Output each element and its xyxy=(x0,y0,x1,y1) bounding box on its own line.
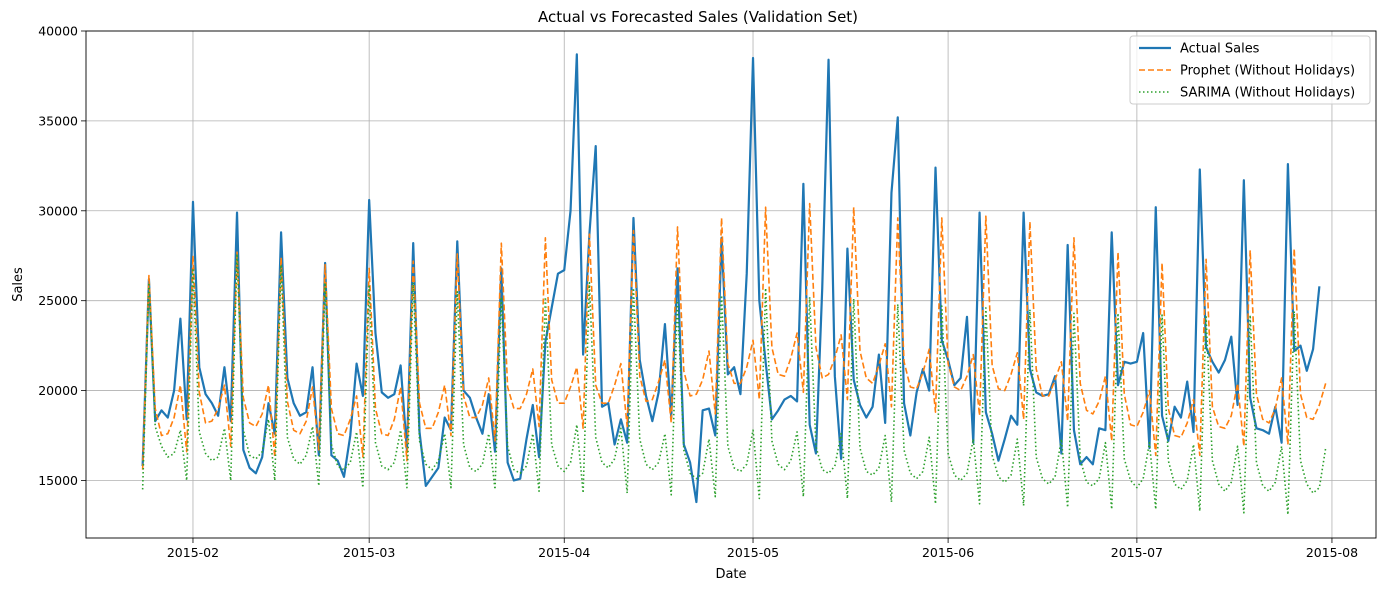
legend-label-sarima-without-holidays: SARIMA (Without Holidays) xyxy=(1180,86,1355,101)
x-tick-label: 2015-06 xyxy=(922,545,974,560)
series-line-prophet-without-holidays xyxy=(141,202,1327,470)
y-tick-label: 40000 xyxy=(38,24,78,39)
x-axis-label: Date xyxy=(715,567,746,582)
y-tick-label: 30000 xyxy=(38,203,78,218)
y-axis-label: Sales xyxy=(11,267,26,302)
x-tick-label: 2015-07 xyxy=(1111,545,1163,560)
series-line-sarima-without-holidays xyxy=(141,253,1327,516)
x-tick-label: 2015-05 xyxy=(727,545,779,560)
x-tick-label: 2015-03 xyxy=(343,545,395,560)
y-tick-label: 25000 xyxy=(38,293,78,308)
legend-label-actual-sales: Actual Sales xyxy=(1180,42,1260,57)
plot-area-border xyxy=(85,30,1377,539)
y-tick-label: 35000 xyxy=(38,113,78,128)
legend-label-prophet-without-holidays: Prophet (Without Holidays) xyxy=(1180,64,1355,79)
legend: Actual Sales Prophet (Without Holidays) SA… xyxy=(1129,35,1371,105)
y-tick-label: 20000 xyxy=(38,383,78,398)
axis-ticks: 2015-02 2015-03 2015-04 2015-05 2015-06 2015-… xyxy=(38,24,1358,561)
x-tick-label: 2015-04 xyxy=(538,545,590,560)
legend-box xyxy=(1129,35,1371,105)
x-tick-label: 2015-08 xyxy=(1306,545,1358,560)
x-tick-label: 2015-02 xyxy=(167,545,219,560)
series-lines xyxy=(141,53,1327,516)
y-tick-label: 15000 xyxy=(38,473,78,488)
chart-title: Actual vs Forecasted Sales (Validation S… xyxy=(538,8,858,26)
